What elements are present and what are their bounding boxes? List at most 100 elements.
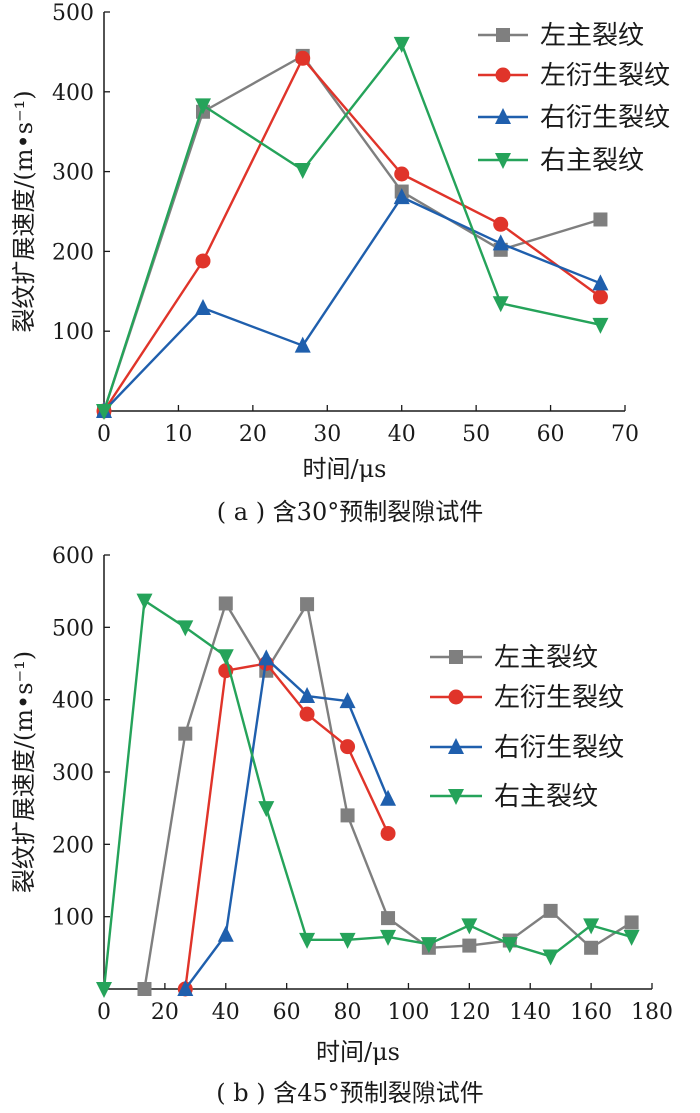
series-line: [102, 42, 601, 412]
y-tick-label: 200: [52, 240, 94, 265]
series-line: [102, 599, 632, 990]
data-point: [593, 212, 608, 227]
data-point: [339, 692, 356, 709]
data-point: [543, 903, 558, 918]
data-point: [194, 299, 211, 316]
x-tick-label: 40: [212, 1000, 240, 1025]
x-tick-label: 60: [273, 1000, 301, 1025]
data-point: [380, 825, 396, 841]
data-point: [542, 949, 559, 966]
series-line: [102, 54, 601, 412]
legend-label: 左衍生裂纹: [540, 61, 670, 91]
y-tick-label: 500: [52, 1, 94, 26]
x-tick-label: 70: [611, 422, 639, 447]
legend-marker: [495, 67, 511, 83]
x-tick-label: 20: [151, 1000, 179, 1025]
data-point: [294, 163, 311, 180]
y-tick-label: 300: [52, 761, 94, 786]
data-point: [299, 706, 315, 722]
data-point: [584, 940, 599, 955]
data-point: [96, 404, 112, 420]
legend-label: 左主裂纹: [540, 21, 644, 51]
data-point: [294, 336, 311, 353]
y-tick-label: 200: [52, 833, 94, 858]
data-point: [194, 98, 211, 115]
data-point: [217, 649, 234, 666]
x-tick-label: 140: [509, 1000, 551, 1025]
data-point: [96, 982, 112, 998]
data-point: [393, 36, 410, 53]
series-1: [137, 596, 639, 996]
legend-marker: [495, 108, 511, 124]
data-point: [380, 789, 397, 806]
series-line: [103, 195, 601, 412]
x-tick-label: 180: [631, 1000, 673, 1025]
data-point: [624, 915, 639, 930]
data-point: [623, 929, 640, 946]
data-point: [462, 938, 477, 953]
data-point: [380, 929, 397, 946]
data-point: [295, 50, 311, 66]
legend-marker: [496, 28, 510, 42]
legend-label: 右主裂纹: [494, 782, 598, 812]
data-point: [592, 274, 609, 291]
y-tick-label: 100: [52, 906, 94, 931]
legend-marker: [448, 789, 464, 805]
data-point: [137, 982, 152, 996]
chart-a: 0 10 20 30 40 50 60 70 100 200 300 400 500 时间/μs 裂纹扩展速…: [10, 1, 670, 526]
data-point: [583, 918, 600, 935]
legend-label: 右主裂纹: [540, 146, 644, 176]
data-point: [492, 234, 509, 251]
x-tick-label: 40: [388, 422, 416, 447]
data-point: [217, 925, 234, 942]
data-point: [177, 980, 194, 996]
data-point: [393, 188, 410, 205]
data-point: [177, 620, 194, 637]
data-point: [218, 596, 233, 611]
series-line: [102, 57, 602, 412]
legend-label: 右衍生裂纹: [540, 103, 670, 133]
data-point: [592, 289, 608, 305]
chart-b: 0 20 40 60 80 100 120 140 160 180 100 200 300 400 500 6…: [10, 544, 673, 1107]
data-point: [178, 726, 193, 741]
series-line: [184, 657, 390, 990]
legend-marker: [449, 650, 463, 664]
y-tick-label: 600: [52, 544, 94, 569]
figure-caption: ( a ) 含30°预制裂隙试件: [217, 498, 483, 526]
legend-marker: [448, 738, 464, 754]
data-point: [300, 597, 315, 612]
data-point: [258, 801, 275, 818]
series-line: [184, 662, 390, 990]
series-1: [97, 48, 608, 418]
x-tick-label: 0: [97, 422, 111, 447]
x-tick-label: 160: [570, 1000, 612, 1025]
data-point: [501, 937, 518, 954]
x-tick-label: 10: [164, 422, 192, 447]
legend-marker: [495, 153, 511, 169]
x-tick-label: 80: [334, 1000, 362, 1025]
data-point: [420, 937, 437, 954]
x-axis-title: 时间/μs: [316, 1038, 400, 1066]
legend-label: 左主裂纹: [494, 643, 598, 673]
series-2: [177, 656, 396, 997]
series-4: [96, 593, 640, 998]
x-tick-label: 120: [448, 1000, 490, 1025]
x-tick-label: 20: [239, 422, 267, 447]
data-point: [339, 932, 356, 949]
legend-label: 左衍生裂纹: [494, 683, 624, 713]
data-point: [493, 216, 509, 232]
legend-marker: [448, 689, 464, 705]
data-point: [258, 649, 275, 666]
y-tick-label: 400: [52, 689, 94, 714]
data-point: [299, 932, 316, 949]
x-tick-label: 30: [313, 422, 341, 447]
y-tick-label: 400: [52, 81, 94, 106]
x-tick-label: 100: [387, 1000, 429, 1025]
x-tick-label: 60: [537, 422, 565, 447]
x-axis-title: 时间/μs: [303, 455, 387, 483]
x-tick-label: 50: [462, 422, 490, 447]
series-4: [96, 36, 609, 420]
